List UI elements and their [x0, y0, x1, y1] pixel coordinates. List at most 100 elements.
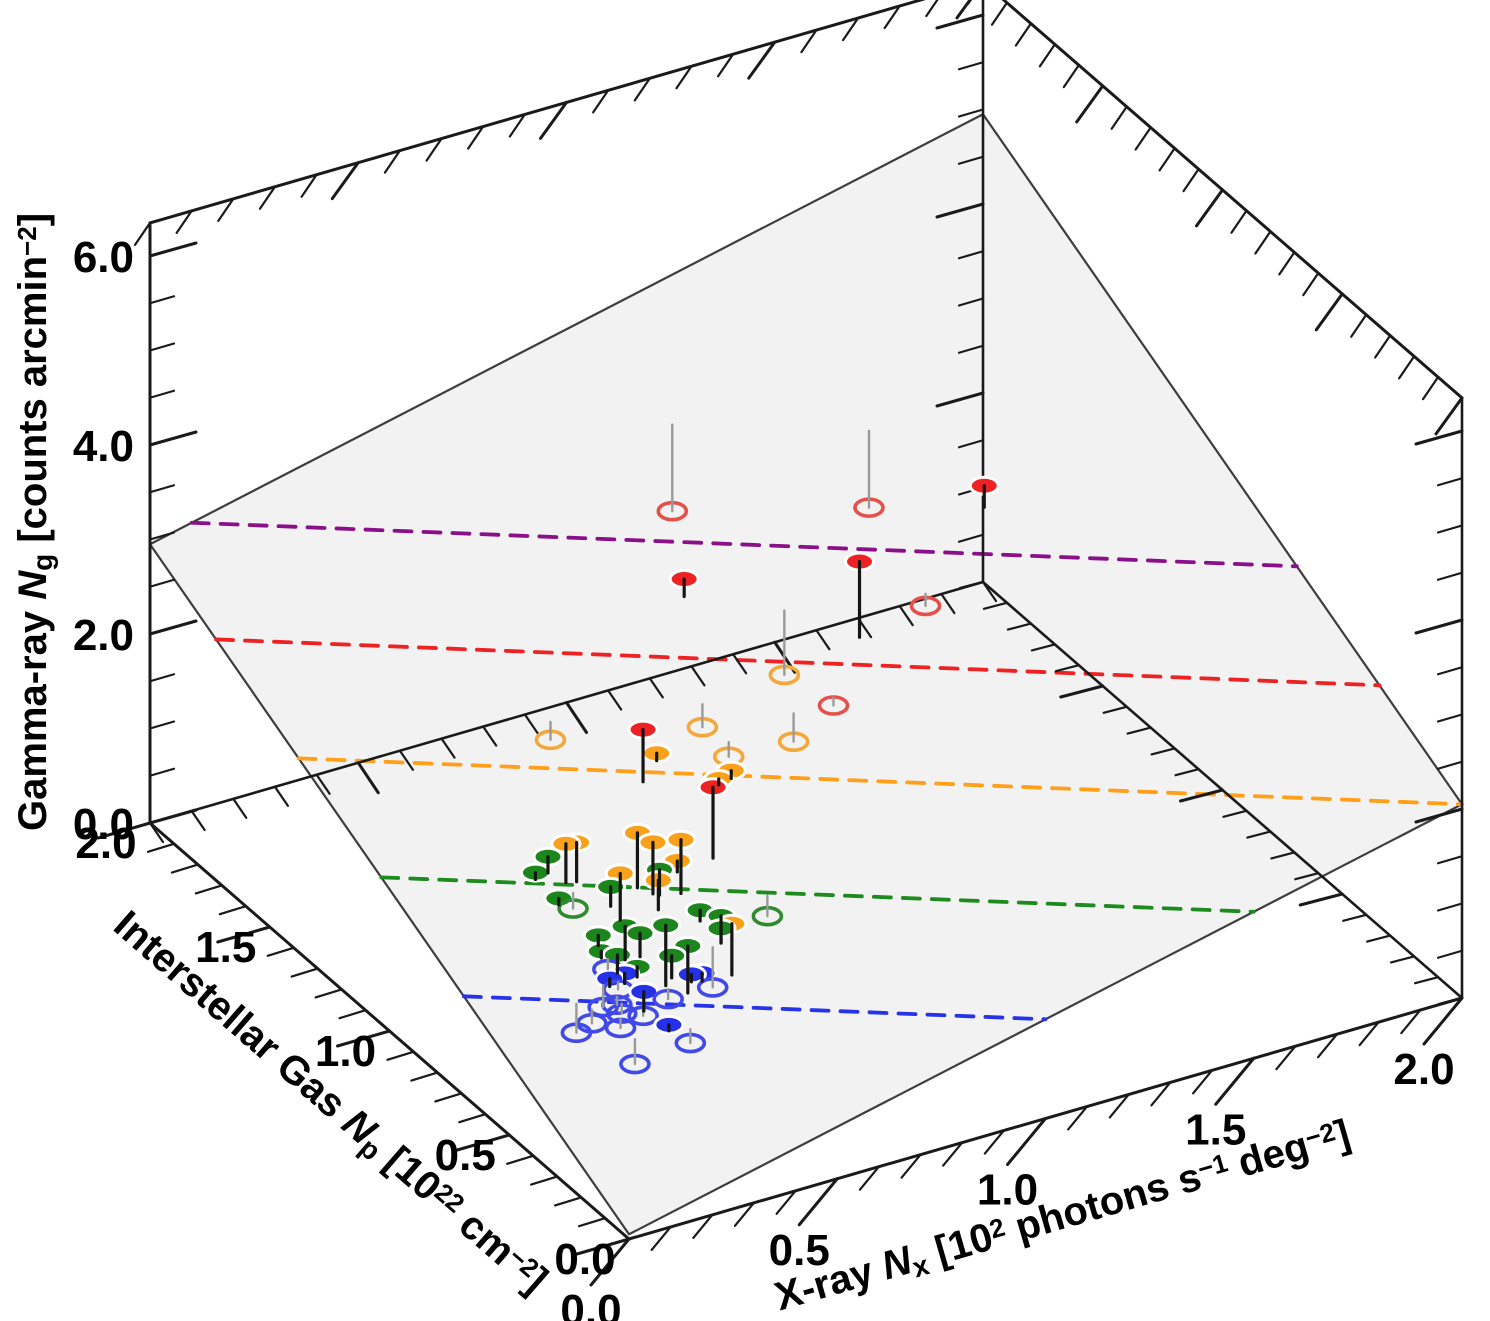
axis-tick — [1067, 1105, 1089, 1131]
axis-tick — [800, 29, 818, 54]
axis-tick — [1059, 684, 1105, 699]
axis-tick — [1436, 949, 1464, 959]
y-tick-label: 1.5 — [195, 923, 256, 972]
axis-tick — [386, 1050, 415, 1061]
axis-tick — [553, 1196, 583, 1207]
axis-tick — [148, 342, 176, 352]
axis-tick — [1174, 768, 1200, 777]
axis-tick — [1436, 477, 1464, 487]
axis-tick — [957, 108, 985, 118]
axis-tick — [983, 1129, 1005, 1155]
axis-tick — [650, 1225, 672, 1252]
axis-tick — [990, 1, 1009, 26]
axis-tick — [148, 821, 165, 844]
axis-tick — [716, 53, 735, 78]
axis-tick — [148, 673, 176, 683]
contour-line-level-purple — [189, 520, 1299, 569]
axis-tick — [1436, 855, 1464, 865]
axis-tick — [1414, 807, 1464, 824]
y-tick-label: 0.0 — [554, 1235, 615, 1284]
axis-tick — [957, 61, 985, 71]
axis-tick — [692, 1213, 714, 1240]
axis-tick — [336, 1029, 391, 1048]
axis-tick — [633, 77, 651, 102]
axis-tick — [575, 1237, 631, 1256]
axis-tick — [690, 665, 706, 687]
contour-line-level-green — [379, 875, 1256, 914]
axis-tick — [1414, 429, 1464, 446]
axis-tick — [589, 1237, 631, 1287]
x-tick-label: 0.5 — [769, 1226, 830, 1275]
axis-tick — [731, 653, 748, 675]
x-tick-label: 1.0 — [977, 1166, 1038, 1215]
axis-tick — [955, 0, 972, 20]
axis-tick — [1030, 643, 1056, 652]
axis-tick — [1062, 64, 1080, 89]
axis-tick — [273, 785, 290, 807]
axis-tick — [398, 749, 414, 771]
axis-tick — [858, 1165, 881, 1191]
axis-tick — [482, 725, 498, 747]
axis-tick — [775, 1189, 797, 1215]
axis-tick — [747, 40, 777, 80]
axis-tick — [607, 689, 623, 711]
axis-tick — [216, 925, 272, 944]
axis-tick — [1436, 996, 1464, 1007]
axis-tick — [1179, 788, 1224, 803]
axis-tick — [1214, 1056, 1256, 1106]
axis-tick — [148, 430, 198, 447]
axis-tick — [1342, 913, 1368, 922]
axis-tick — [1422, 996, 1464, 1046]
axis-tick — [1102, 705, 1128, 714]
axis-tick — [1436, 902, 1464, 912]
y-tick-label: 0.5 — [435, 1131, 496, 1180]
axis-tick — [1350, 313, 1368, 338]
axis-tick — [314, 988, 343, 999]
axis-tick — [935, 13, 985, 30]
axis-tick — [957, 439, 985, 449]
axis-tick — [1436, 524, 1464, 534]
axis-tick — [1222, 809, 1248, 818]
contour-line-level-orange — [296, 756, 1464, 807]
axis-tick — [1302, 272, 1320, 297]
axis-tick — [1400, 1008, 1422, 1035]
axis-tick — [957, 344, 985, 354]
axis-tick — [1134, 126, 1152, 151]
axis-tick — [194, 884, 223, 895]
axis-tick — [232, 797, 248, 820]
axis-tick — [935, 391, 985, 408]
axis-tick — [1316, 1033, 1339, 1059]
axis-tick — [258, 185, 277, 210]
axis-tick — [96, 821, 152, 840]
axis-tick — [148, 720, 176, 730]
axis-tick — [1254, 230, 1272, 255]
axis-tick — [1436, 666, 1464, 676]
axis-tick — [1038, 43, 1056, 68]
axis-tick — [1366, 934, 1392, 943]
axis-tick — [148, 767, 176, 777]
axis-tick — [1436, 571, 1464, 581]
axis-tick — [925, 0, 939, 18]
z-axis-title: Gamma-ray Ng [counts arcmin−2] — [11, 213, 58, 831]
axis-tick — [1230, 209, 1248, 234]
z-tick-label: 2.0 — [73, 611, 134, 660]
axis-tick — [148, 389, 176, 399]
contour-line-level-blue — [461, 994, 1048, 1022]
axis-tick — [146, 842, 176, 853]
axis-tick — [1421, 376, 1440, 401]
axis-tick — [190, 809, 206, 832]
axis-tick — [648, 677, 664, 699]
axis-tick — [133, 221, 152, 247]
axis-tick — [1150, 1081, 1172, 1107]
axis-tick — [1270, 851, 1296, 860]
axis-tick — [1182, 168, 1200, 193]
axis-tick — [458, 1113, 487, 1124]
axis-tick — [434, 1092, 463, 1103]
axis-tick — [1389, 955, 1416, 964]
axis-tick — [940, 592, 956, 615]
axis-tick — [815, 629, 831, 651]
axis-tick — [1414, 618, 1464, 635]
x-tick-label: 1.5 — [1185, 1105, 1246, 1154]
axis-tick — [356, 761, 380, 795]
axis-tick — [1436, 713, 1464, 723]
